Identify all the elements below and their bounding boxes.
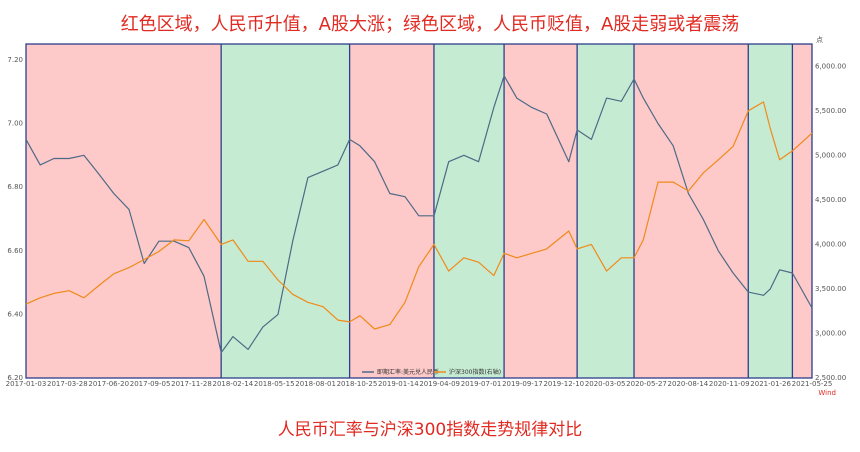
x-tick-label: 2018-10-25 — [337, 380, 378, 388]
left-tick-label: 7.00 — [7, 120, 23, 128]
x-tick-label: 2019-12-10 — [543, 380, 584, 388]
right-tick-label: 4,500.00 — [815, 196, 846, 204]
left-tick-label: 6.20 — [7, 374, 23, 382]
right-tick-label: 4,000.00 — [815, 240, 846, 248]
usdcny-series-line — [25, 75, 813, 354]
x-tick-label: 2017-03-28 — [47, 380, 88, 388]
chart-legend: 即期汇率:美元兑人民币 沪深300指数(右轴) — [362, 368, 501, 376]
right-tick-label: 2,500.00 — [815, 374, 846, 382]
chart-footline: 人民币汇率与沪深300指数走势规律对比 — [277, 420, 583, 440]
legend-label: 沪深300指数(右轴) — [449, 368, 501, 376]
zone-band-red — [349, 44, 434, 378]
x-tick-label: 2020-05-27 — [626, 380, 667, 388]
right-tick-label: 6,000.00 — [815, 62, 846, 70]
left-tick-label: 7.20 — [7, 56, 23, 64]
plot-border — [25, 43, 813, 379]
series-lines — [25, 75, 813, 354]
right-tick-label: 3,500.00 — [815, 285, 846, 293]
zone-band-green — [748, 44, 793, 378]
legend-label: 即期汇率:美元兑人民币 — [377, 368, 439, 376]
x-tick-label: 2019-01-14 — [378, 380, 419, 388]
x-tick-label: 2021-05-25 — [792, 380, 833, 388]
right-tick-label: 5,500.00 — [815, 107, 846, 115]
x-tick-label: 2017-06-20 — [88, 380, 129, 388]
right-axis-unit: 点 — [816, 36, 823, 44]
x-tick-label: 2019-04-09 — [419, 380, 460, 388]
left-axis-labels: 6.20 6.40 6.60 6.80 7.00 7.20 — [7, 56, 23, 382]
plot-frame — [25, 43, 813, 379]
zone-band-red — [26, 44, 222, 378]
chart-headline: 红色区域，人民币升值，A股大涨；绿色区域，人民币贬值，A股走弱或者震荡 — [120, 14, 740, 35]
csi300-series-line — [25, 101, 813, 330]
x-axis-labels: 2017-01-03 2017-03-28 2017-06-20 2017-09-05… — [6, 380, 833, 388]
x-tick-label: 2018-02-14 — [212, 380, 253, 388]
left-tick-label: 6.40 — [7, 310, 23, 318]
x-tick-label: 2021-01-26 — [750, 380, 791, 388]
left-tick-label: 6.60 — [7, 247, 23, 255]
x-tick-label: 2017-09-05 — [130, 380, 171, 388]
zone-band-red — [792, 44, 812, 378]
zone-band-red — [504, 44, 578, 378]
x-tick-label: 2020-11-09 — [709, 380, 750, 388]
x-tick-label: 2017-01-03 — [6, 380, 47, 388]
x-tick-label: 2018-08-01 — [295, 380, 336, 388]
x-tick-label: 2020-03-05 — [585, 380, 626, 388]
source-mark: Wind — [818, 389, 836, 397]
x-tick-label: 2017-11-28 — [171, 380, 212, 388]
x-tick-label: 2018-05-15 — [254, 380, 295, 388]
zone-band-green — [433, 44, 505, 378]
zone-band-green — [221, 44, 350, 378]
x-tick-label: 2019-09-17 — [502, 380, 543, 388]
x-tick-label: 2019-07-01 — [461, 380, 502, 388]
right-axis-labels: 2,500.00 3,000.00 3,500.00 4,000.00 4,500.00… — [815, 62, 846, 382]
right-tick-label: 5,000.00 — [815, 151, 846, 159]
right-tick-label: 3,000.00 — [815, 329, 846, 337]
left-tick-label: 6.80 — [7, 183, 23, 191]
x-tick-label: 2020-08-14 — [668, 380, 709, 388]
zone-bands — [26, 44, 812, 378]
zone-band-red — [634, 44, 749, 378]
